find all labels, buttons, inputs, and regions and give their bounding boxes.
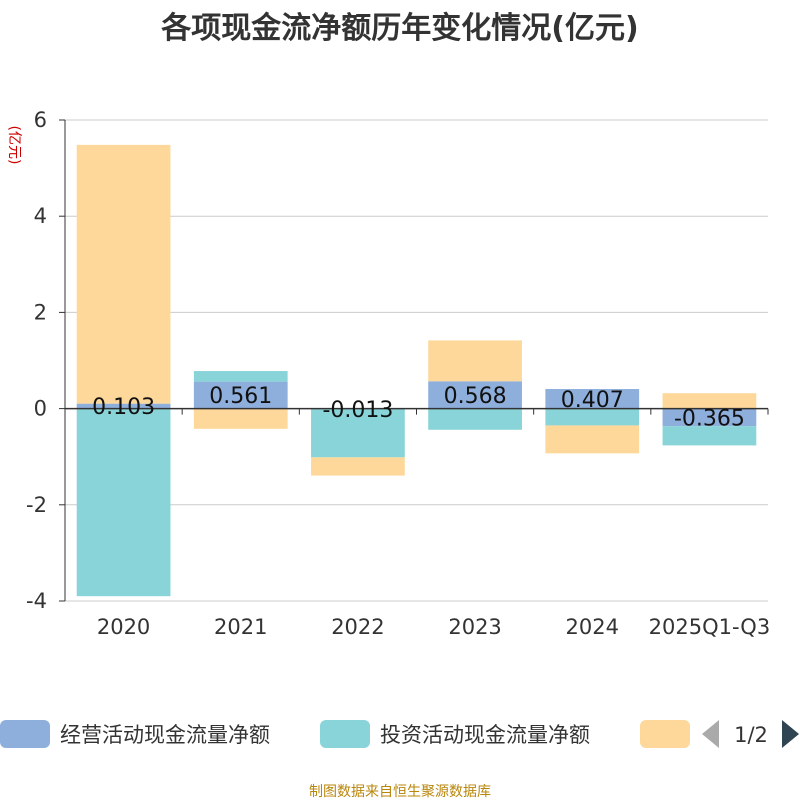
bar-series-1 [545, 389, 640, 409]
bars [76, 144, 757, 597]
bar-series-1 [662, 408, 757, 427]
bar-series-3 [76, 144, 171, 404]
legend-swatch-1[interactable] [0, 720, 50, 748]
data-label: -0.013 [322, 398, 393, 423]
x-tick-label: 2023 [448, 615, 501, 639]
axes: 6 4 2 0 -2 -4 2020 2021 2022 2023 2024 2025Q1-Q3 [26, 108, 770, 639]
bar-series-2 [76, 408, 171, 597]
bar-series-2 [662, 426, 757, 446]
y-tick-label: 2 [34, 300, 47, 324]
y-tick-label: 4 [34, 204, 47, 228]
data-labels: 0.103 0.561 -0.013 0.568 0.407 -0.365 [92, 384, 745, 431]
legend-page-indicator: 1/2 [734, 723, 768, 747]
bar-series-1 [193, 381, 288, 409]
bar-series-1 [76, 403, 171, 409]
y-tick-label: 6 [34, 108, 47, 132]
data-label: 0.103 [92, 395, 155, 420]
y-axis-label: (亿元) [6, 126, 22, 165]
legend-swatch-2[interactable] [320, 720, 370, 748]
bar-series-2 [193, 371, 288, 382]
bar-series-2 [545, 408, 640, 426]
bar-series-3 [428, 340, 522, 382]
data-label: 0.561 [209, 384, 272, 409]
bar-series-2 [311, 409, 405, 458]
y-tick-label: -2 [26, 493, 47, 517]
legend-next-icon[interactable] [782, 720, 799, 748]
x-tick-label: 2021 [214, 615, 267, 639]
data-label: 0.407 [561, 388, 624, 413]
bar-series-3 [311, 457, 405, 476]
bar-series-3 [193, 408, 288, 429]
x-tick-label: 2022 [331, 615, 384, 639]
data-label: -0.365 [674, 406, 745, 431]
bar-series-3 [662, 393, 757, 409]
legend-label[interactable]: 投资活动现金流量净额 [380, 723, 590, 747]
bar-series-3 [545, 425, 640, 454]
bar-series-1 [428, 381, 522, 409]
x-tick-label: 2025Q1-Q3 [649, 615, 771, 639]
legend-swatch-3[interactable] [640, 720, 690, 748]
chart-title: 各项现金流净额历年变化情况(亿元) [160, 11, 638, 46]
y-tick-label: 0 [34, 397, 47, 421]
x-tick-label: 2024 [566, 615, 619, 639]
y-tick-label: -4 [26, 589, 47, 613]
legend: 经营活动现金流量净额 投资活动现金流量净额 1/2 [0, 720, 799, 748]
source-note: 制图数据来自恒生聚源数据库 [309, 784, 491, 800]
legend-prev-icon[interactable] [702, 720, 719, 748]
bar-series-2 [428, 408, 522, 430]
legend-label[interactable]: 经营活动现金流量净额 [60, 723, 270, 747]
x-tick-label: 2020 [97, 615, 150, 639]
data-label: 0.568 [444, 384, 507, 409]
